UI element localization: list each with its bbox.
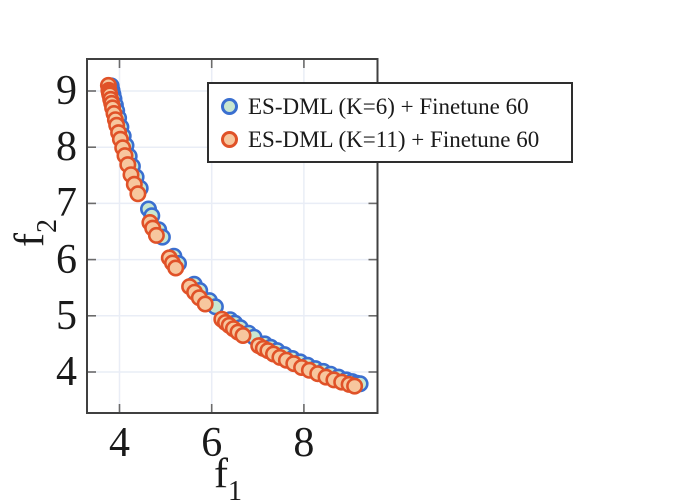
data-point [196, 295, 214, 313]
data-point [147, 226, 165, 244]
legend-item-k11: ES-DML (K=11) + Finetune 60 [221, 126, 571, 152]
y-axis-label-base: f [7, 233, 53, 247]
y-tick-label: 6 [56, 236, 77, 283]
x-axis-label: f1 [188, 450, 268, 500]
y-tick-label: 8 [56, 124, 77, 171]
y-tick-label: 4 [56, 349, 77, 395]
y-tick-label: 7 [56, 180, 77, 227]
data-point [167, 259, 185, 277]
data-point [129, 185, 147, 203]
legend-label-k11: ES-DML (K=11) + Finetune 60 [248, 126, 540, 152]
series-k11 [99, 76, 364, 395]
series-k11-marker-icon [221, 130, 238, 148]
legend-label-k6: ES-DML (K=6) + Finetune 60 [248, 93, 529, 119]
y-axis-label-subscript: 2 [32, 219, 64, 233]
x-tick-label: 6 [201, 420, 223, 466]
data-point [346, 377, 364, 395]
data-point [234, 326, 252, 344]
y-tick-label: 9 [56, 68, 77, 114]
legend: ES-DML (K=6) + Finetune 60 ES-DML (K=11)… [207, 82, 573, 163]
x-axis-label-subscript: 1 [228, 476, 242, 500]
x-axis-label-base: f [214, 451, 228, 497]
y-tick-label: 5 [56, 292, 77, 339]
plot-border [86, 58, 379, 414]
legend-item-k6: ES-DML (K=6) + Finetune 60 [221, 93, 571, 119]
x-tick-label: 8 [293, 420, 315, 466]
series-k6-marker-icon [221, 97, 238, 115]
y-axis-label: f2 [4, 191, 63, 275]
x-tick-label: 4 [109, 420, 130, 466]
